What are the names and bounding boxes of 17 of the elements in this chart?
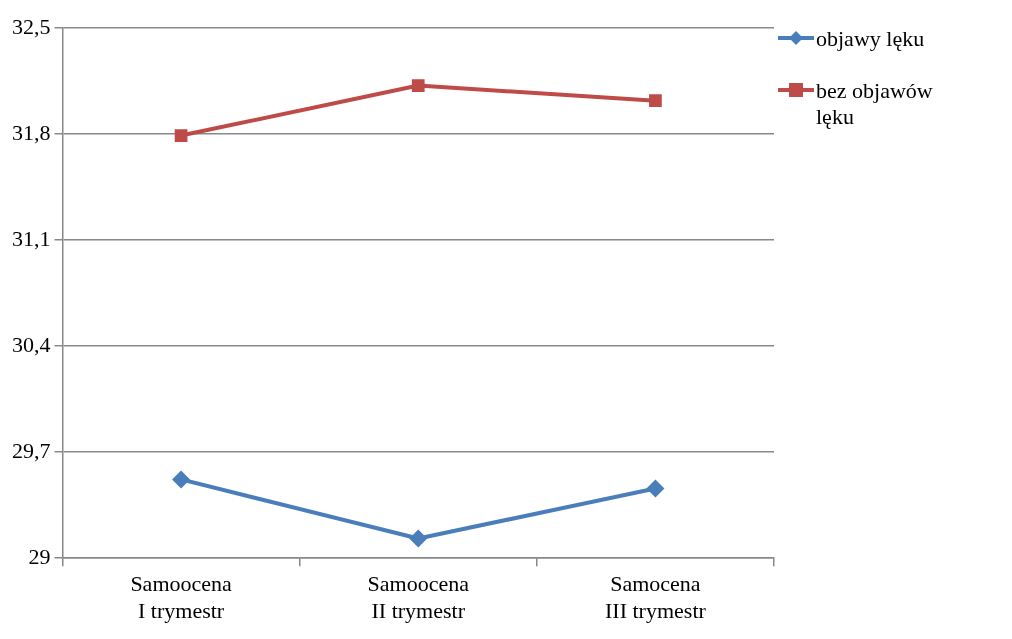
x-tick-label: Samoocena II trymestr <box>367 571 470 623</box>
y-tick-label: 31,1 <box>12 225 51 251</box>
point <box>411 79 425 92</box>
point <box>174 129 188 142</box>
x-tick-label: Samoocena I trymestr <box>130 571 233 623</box>
y-tick-label: 29 <box>28 543 51 569</box>
y-tick-label: 32,5 <box>12 13 51 39</box>
legend-label: bez objawów lęku <box>816 78 934 130</box>
y-tick-label: 29,7 <box>12 437 51 463</box>
point <box>172 470 191 489</box>
point <box>646 479 665 498</box>
legend-label: objawy lęku <box>816 26 926 52</box>
y-tick-label: 31,8 <box>12 119 51 145</box>
y-tick-label: 30,4 <box>12 331 51 357</box>
point <box>409 529 428 548</box>
x-tick-label: Samocena III trymestr <box>605 571 707 623</box>
point <box>649 94 662 108</box>
